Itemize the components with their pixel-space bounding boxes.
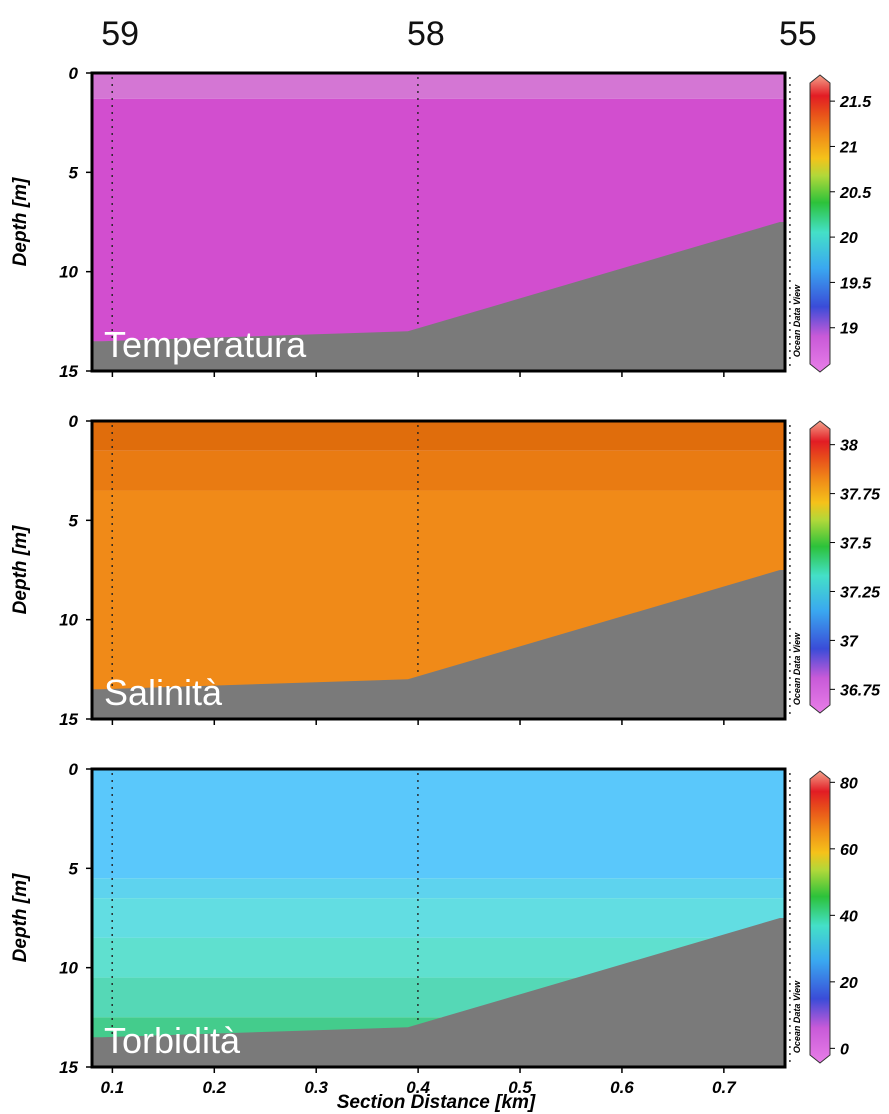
x-tick-label: 0.3 [304,1078,328,1097]
colorbar-gradient [809,420,831,714]
data-layer [92,878,785,899]
colorbar-tick-label: 37.5 [840,536,872,553]
colorbar-tick-label: 38 [840,438,858,455]
colorbar-tick-label: 37.25 [840,584,881,601]
seabed-area [92,570,785,719]
colorbar-tick-label: 36.75 [840,682,881,699]
colorbar-tick-label: 80 [840,775,858,792]
colorbar-tick-label: 19.5 [840,275,872,292]
panel-title: Salinità [104,672,223,713]
colorbar-tick-label: 20.5 [839,185,872,202]
panel-title: Temperatura [104,324,307,365]
colorbar-tick-label: 60 [840,842,858,859]
colorbar-tick-label: 20 [839,230,858,247]
data-layer [92,450,785,491]
x-tick-label: 0.1 [101,1078,125,1097]
data-layer [92,73,785,99]
plot-frame [90,767,787,1069]
colorbar-gradient [809,770,831,1064]
data-layer [92,421,785,451]
x-axis-title: Section Distance [km] [337,1092,536,1113]
y-tick-label: 15 [59,1058,78,1077]
x-tick-label: 0.4 [406,1078,430,1097]
odv-watermark: Ocean Data View [792,284,802,357]
colorbar-gradient [809,74,831,373]
y-tick-label: 5 [69,511,79,530]
station-label-59: 59 [101,15,139,53]
y-axis-title: Depth [m] [10,873,31,962]
station-labels: 59 58 55 [101,15,817,53]
colorbar: 38 37.75 37.5 37.25 37 36.75 [809,420,881,714]
y-axis-title: Depth [m] [10,525,31,614]
odv-watermark: Ocean Data View [792,980,802,1053]
x-tick-label: 0.6 [610,1078,634,1097]
plot-frame [90,419,787,721]
station-label-55: 55 [779,15,817,53]
data-layer [92,769,785,879]
panels: Temperatura 0 5 10 15 Depth [m] Ocean Data Vie… [10,64,881,1097]
colorbar-tick-label: 0 [840,1041,849,1058]
y-tick-label: 0 [69,412,79,431]
colorbar-tick-label: 37 [840,633,859,650]
y-tick-label: 5 [69,859,79,878]
y-axis-title: Depth [m] [10,177,31,266]
plot-frame [90,71,787,373]
y-tick-label: 15 [59,710,78,729]
data-layer [92,898,785,938]
x-tick-label: 0.2 [202,1078,226,1097]
panel-title: Torbidità [104,1020,241,1061]
odv-watermark: Ocean Data View [792,632,802,705]
seabed-area [92,918,785,1067]
y-tick-label: 0 [69,760,79,779]
colorbar-tick-label: 21 [839,139,858,156]
panel-2: Salinità 0 5 10 15 Depth [m] Ocean Data View 38… [10,412,881,729]
y-tick-label: 10 [59,611,78,630]
colorbar-tick-label: 21.5 [839,94,872,111]
colorbar-tick-label: 37.75 [840,487,881,504]
colorbar-tick-label: 19 [840,321,858,338]
colorbar: 80 60 40 20 0 [809,770,858,1064]
y-tick-label: 15 [59,362,78,381]
seabed-area [92,222,785,371]
y-tick-label: 5 [69,163,79,182]
colorbar: 21.5 21 20.5 20 19.5 19 [809,74,872,373]
station-label-58: 58 [407,15,445,53]
colorbar-tick-label: 20 [839,975,858,992]
colorbar-tick-label: 40 [839,908,858,925]
y-tick-label: 10 [59,959,78,978]
y-tick-label: 0 [69,64,79,83]
panel-1: Temperatura 0 5 10 15 Depth [m] Ocean Data Vie… [10,64,872,381]
x-tick-label: 0.7 [712,1078,737,1097]
y-tick-label: 10 [59,263,78,282]
x-tick-label: 0.5 [508,1078,532,1097]
panel-3: Torbidità 0 5 10 15 0.1 0.2 0.3 0.4 0.5 0.6 0.7 Dept… [10,760,858,1097]
